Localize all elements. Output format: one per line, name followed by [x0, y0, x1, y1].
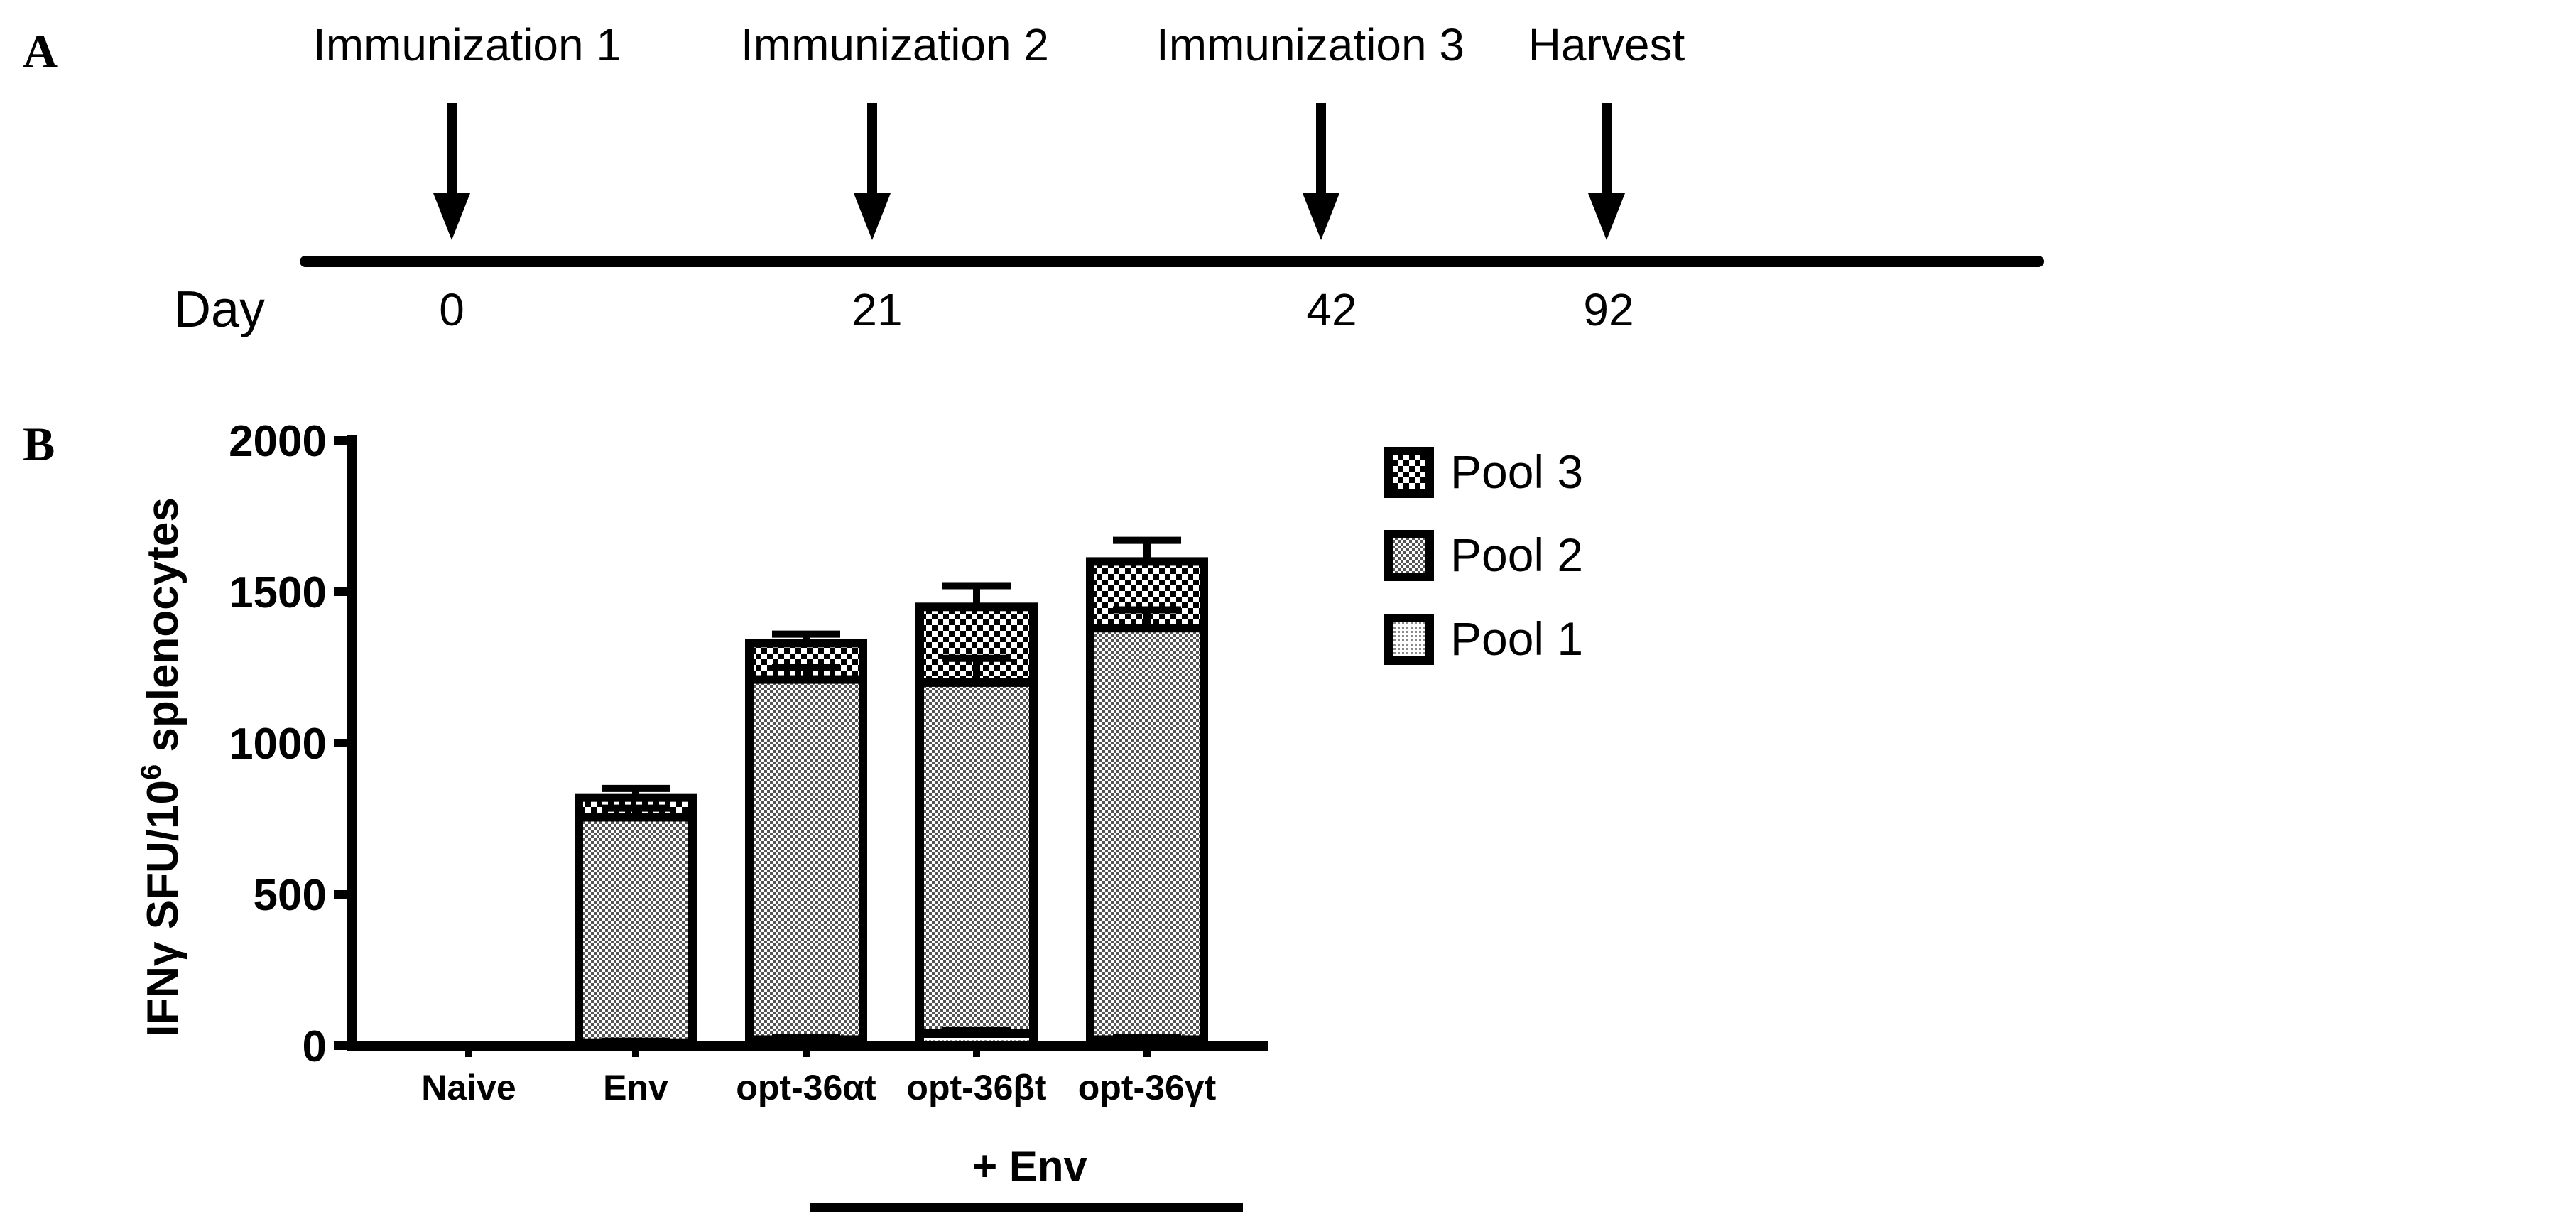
event-day-label: 42: [1306, 284, 1357, 335]
y-tick-label: 1500: [229, 568, 327, 617]
y-tick-label: 500: [254, 871, 327, 920]
bar-segment: [745, 675, 867, 1044]
event-day-label: 0: [439, 284, 464, 335]
event-arrow-head: [1303, 193, 1339, 240]
legend-swatch: [1384, 447, 1434, 498]
bar-segment: [575, 813, 697, 1047]
bar-stack: [915, 582, 1038, 1050]
panel-b: B IFNγ SFU/106 splenocytes 0 500 1000 1500 2…: [23, 417, 1583, 1212]
y-tick-label: 0: [303, 1022, 327, 1071]
bar-stack: [745, 630, 867, 1050]
event-arrow-head: [1588, 193, 1625, 240]
timeline-events: Immunization 1 0 Immunization 2 21 Immunizat…: [313, 19, 1685, 335]
legend-label: Pool 1: [1450, 612, 1583, 665]
x-tick-label: opt-36αt: [736, 1068, 876, 1107]
event-day-label: 21: [852, 284, 902, 335]
bar-stack: [575, 784, 697, 1050]
bars: [575, 536, 1208, 1050]
legend: Pool 3 Pool 2 Pool 1: [1384, 445, 1583, 665]
bar-stack: [1086, 536, 1208, 1050]
day-axis-label: Day: [174, 281, 265, 338]
y-axis-label-main: IFNγ SFU/10: [138, 780, 188, 1037]
legend-swatch: [1384, 530, 1434, 581]
bar-segment: [1086, 624, 1208, 1044]
bar-segment: [915, 678, 1038, 1038]
event-label: Immunization 1: [313, 19, 621, 70]
x-tick-label: Env: [603, 1068, 668, 1107]
y-axis-label-tail: splenocytes: [138, 497, 188, 764]
x-tick-label: opt-36γt: [1078, 1068, 1217, 1107]
event-label: Immunization 2: [741, 19, 1049, 70]
panel-b-label: B: [23, 417, 55, 471]
x-axis-labels: Naive Env opt-36αt opt-36βt opt-36γt: [421, 1046, 1217, 1107]
x-tick-label: opt-36βt: [906, 1068, 1047, 1107]
y-axis-label: IFNγ SFU/106 splenocytes: [136, 497, 188, 1037]
event-label: Immunization 3: [1156, 19, 1464, 70]
group-label: + Env: [972, 1142, 1087, 1190]
event-arrow-head: [433, 193, 470, 240]
y-tick-label: 2000: [229, 417, 327, 466]
event-label: Harvest: [1528, 19, 1685, 70]
legend-label: Pool 3: [1450, 445, 1583, 498]
legend-label: Pool 2: [1450, 529, 1583, 581]
x-tick-label: Naive: [421, 1068, 516, 1107]
event-day-label: 92: [1583, 284, 1634, 335]
legend-swatch: [1384, 614, 1434, 665]
y-tick-label: 1000: [229, 720, 327, 769]
y-axis-label-sup: 6: [136, 764, 167, 780]
panel-a-label: A: [23, 24, 58, 78]
event-arrow-head: [854, 193, 891, 240]
y-axis-ticks: 0 500 1000 1500 2000: [229, 417, 352, 1071]
